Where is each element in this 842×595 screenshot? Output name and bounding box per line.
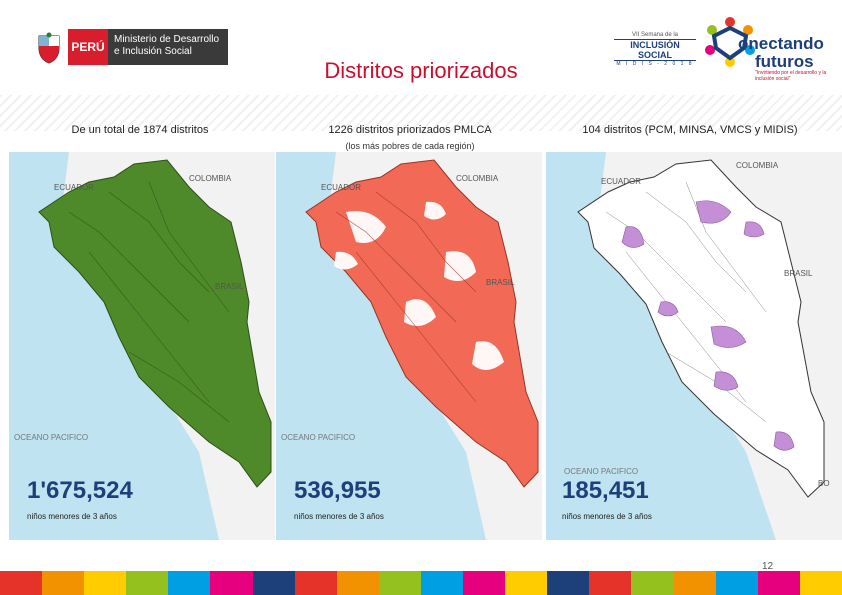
ministry-logo: Ministerio de Desarrollo e Inclusión Soc… — [108, 29, 228, 65]
children-caption: niños menores de 3 años — [562, 512, 652, 521]
label-brasil: BRASIL — [486, 278, 515, 287]
page-title: Distritos priorizados — [324, 58, 518, 83]
column-3-heading: 104 distritos (PCM, MINSA, VMCS y MIDIS) — [582, 124, 798, 136]
color-stripe-footer — [0, 571, 842, 595]
peru-map-all: ECUADOR COLOMBIA BRASIL OCEANO PACIFICO — [9, 152, 275, 540]
label-colombia: COLOMBIA — [189, 174, 232, 183]
label-ocean: OCEANO PACIFICO — [14, 433, 88, 442]
people-circle-icon — [705, 17, 755, 67]
label-bolivia: BO — [818, 479, 830, 488]
page-number: 12 — [762, 561, 774, 572]
label-colombia: COLOMBIA — [456, 174, 499, 183]
column-1-heading: De un total de 1874 distritos — [71, 124, 209, 136]
inclusion-social-logo: VII Semana de la INCLUSIÓN SOCIAL M I D … — [614, 32, 696, 67]
map-panel-pmlca: ECUADOR COLOMBIA BRASIL OCEANO PACIFICO … — [276, 152, 542, 540]
conectando-futuros-logo: onectando futuros "Invirtiendo por el de… — [700, 14, 830, 82]
children-caption: niños menores de 3 años — [27, 512, 117, 521]
peru-logo: PERÚ — [68, 29, 108, 65]
label-ecuador: ECUADOR — [321, 183, 361, 192]
column-2-subheading: (los más pobres de cada región) — [345, 141, 475, 151]
coat-of-arms-icon — [38, 32, 60, 64]
label-brasil: BRASIL — [215, 282, 244, 291]
label-ocean: OCEANO PACIFICO — [281, 433, 355, 442]
map-panel-all-districts: ECUADOR COLOMBIA BRASIL OCEANO PACIFICO … — [9, 152, 275, 540]
label-ocean: OCEANO PACIFICO — [564, 467, 638, 476]
children-count: 1'675,524 — [27, 477, 133, 504]
peru-map-pmlca: ECUADOR COLOMBIA BRASIL OCEANO PACIFICO — [276, 152, 542, 540]
map-panel-104-districts: ECUADOR COLOMBIA BRASIL OCEANO PACIFICO … — [546, 152, 842, 540]
label-brasil: BRASIL — [784, 269, 813, 278]
label-ecuador: ECUADOR — [54, 183, 94, 192]
children-count: 536,955 — [294, 477, 381, 504]
label-ecuador: ECUADOR — [601, 177, 641, 186]
decorative-stripes — [0, 95, 842, 131]
peru-map-104: ECUADOR COLOMBIA BRASIL OCEANO PACIFICO … — [546, 152, 842, 540]
column-2-heading: 1226 distritos priorizados PMLCA — [328, 124, 492, 136]
label-colombia: COLOMBIA — [736, 161, 779, 170]
children-caption: niños menores de 3 años — [294, 512, 384, 521]
children-count: 185,451 — [562, 477, 649, 504]
